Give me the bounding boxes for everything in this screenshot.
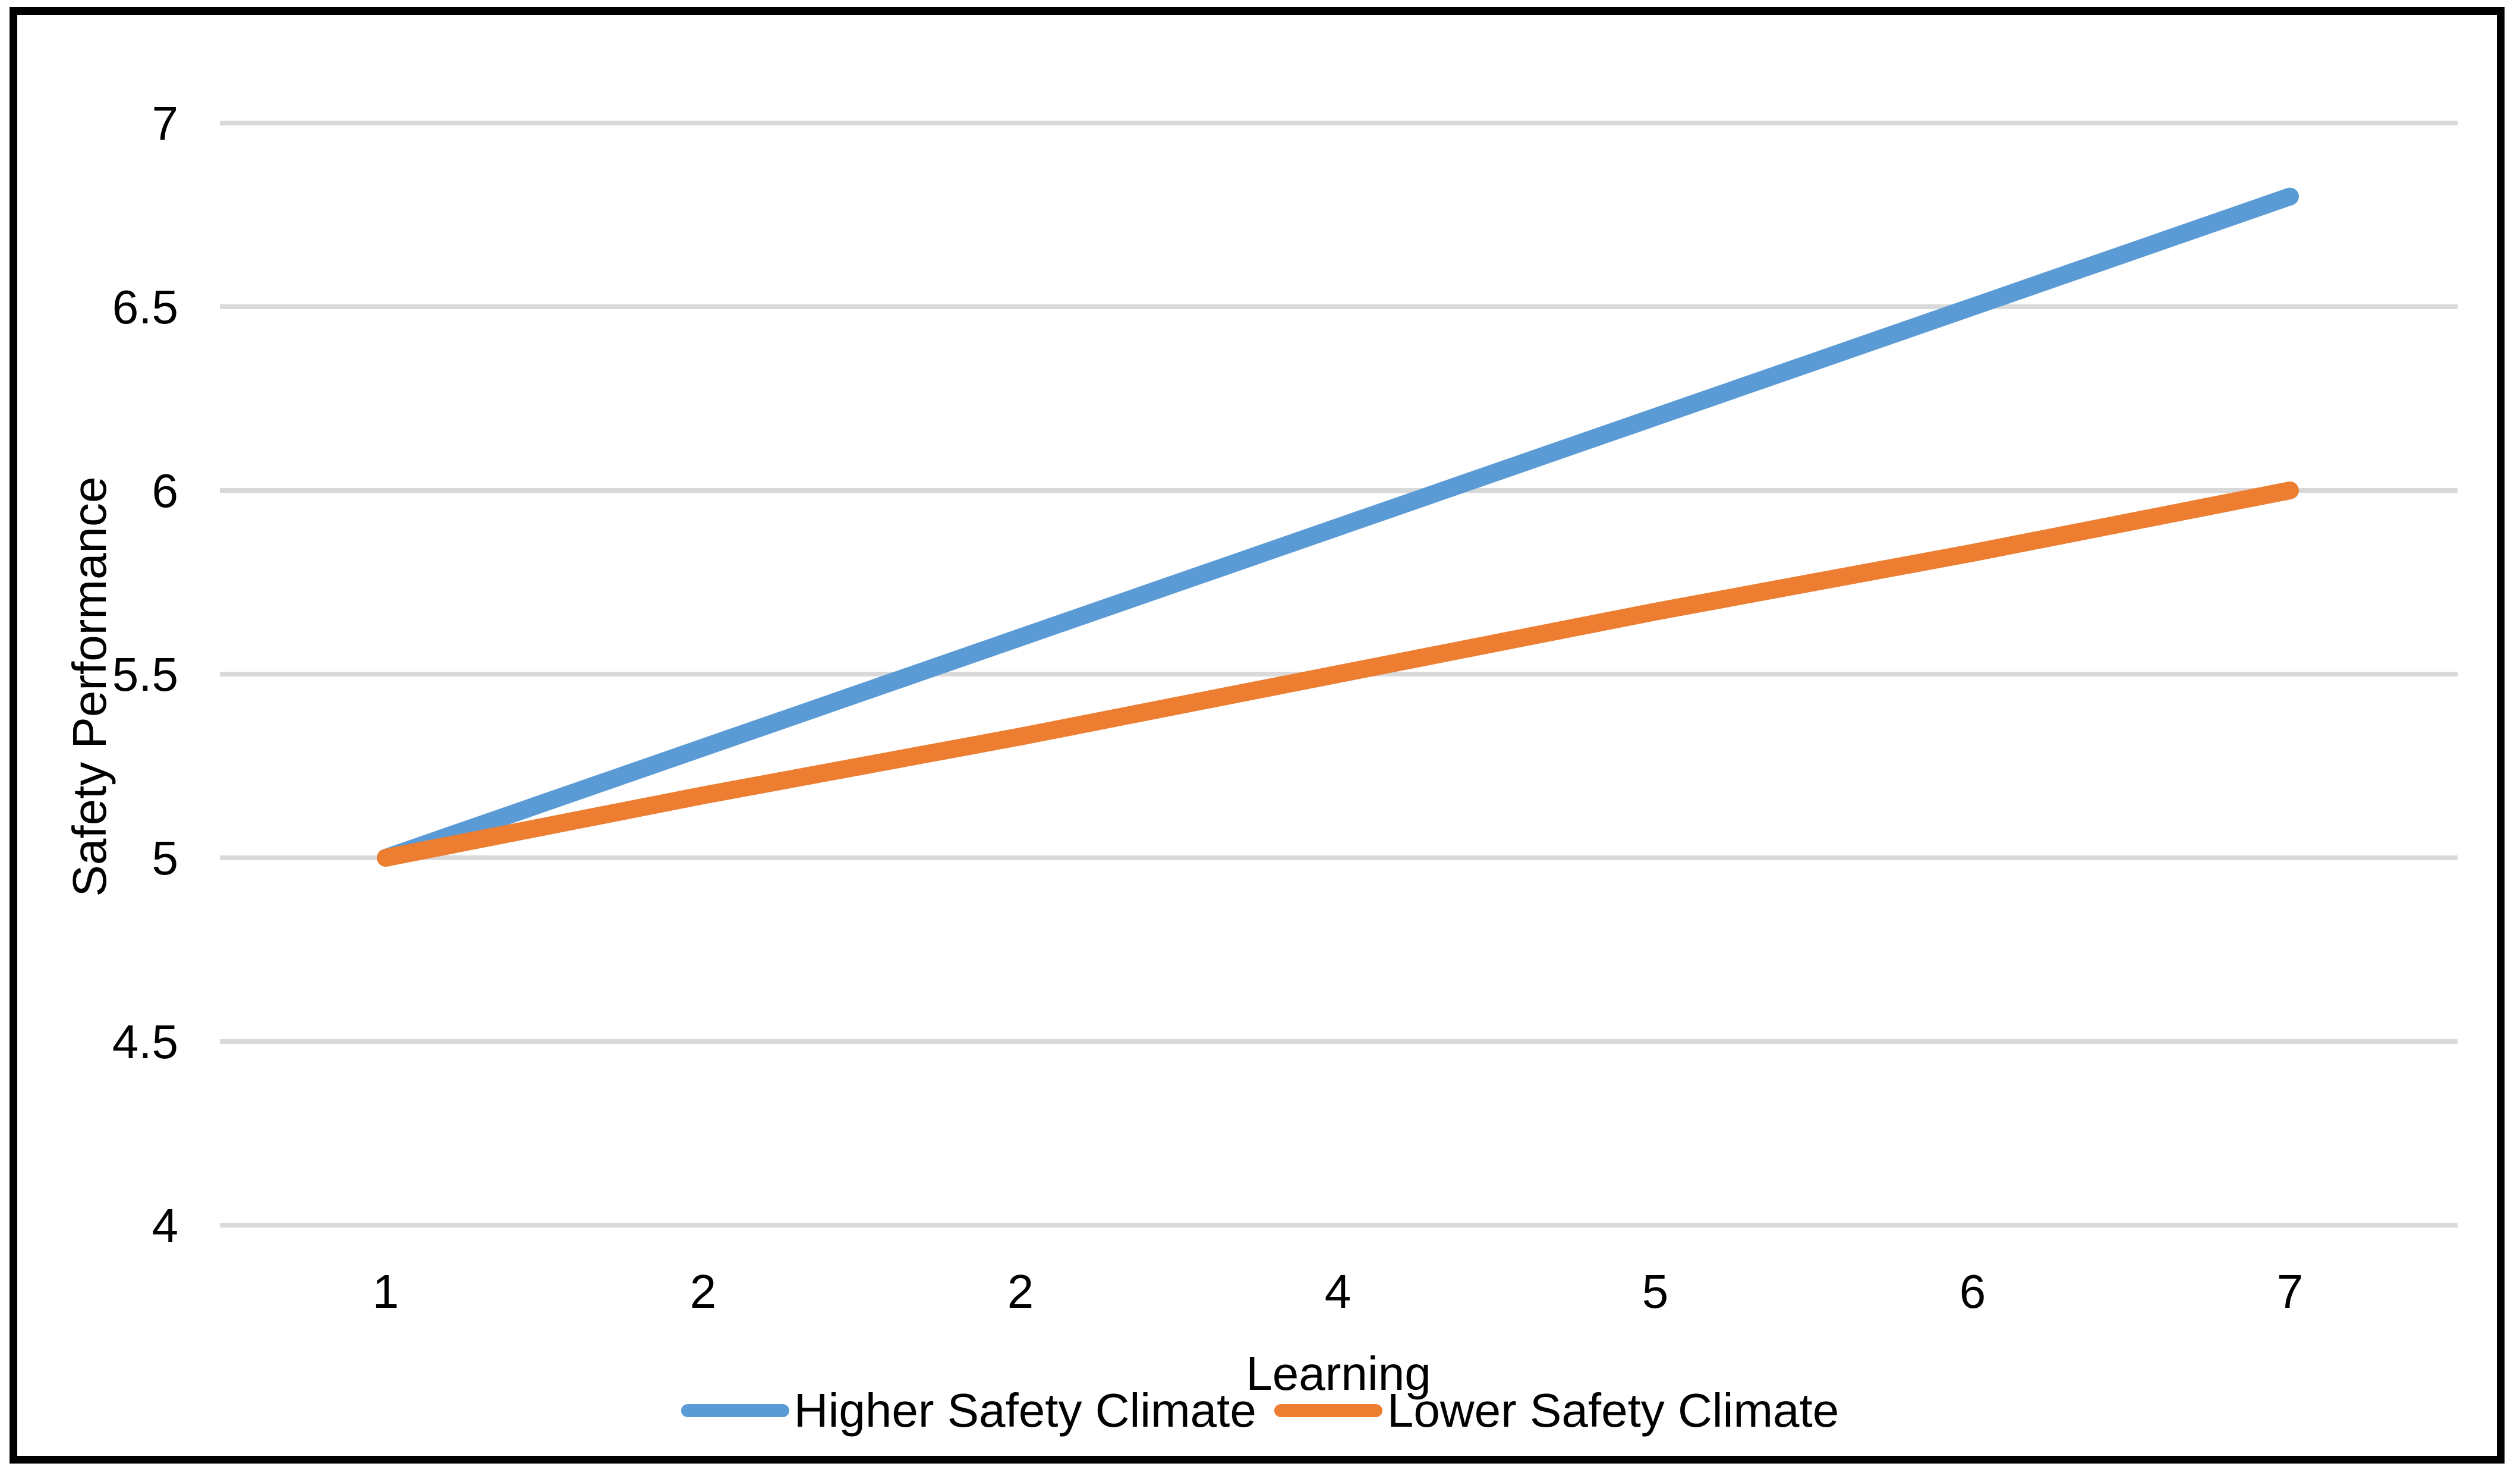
x-tick-label: 4 xyxy=(1325,1265,1352,1318)
x-tick-label: 7 xyxy=(2277,1265,2304,1318)
x-tick-label: 1 xyxy=(373,1265,399,1318)
x-tick-label: 6 xyxy=(1960,1265,1986,1318)
x-axis-title: Learning xyxy=(1246,1347,1431,1400)
legend-item-higher-safety-climate: Higher Safety Climate xyxy=(681,1384,1256,1437)
x-tick-label: 2 xyxy=(690,1265,717,1318)
y-tick-label: 6 xyxy=(152,464,179,517)
series-line-higher-safety-climate xyxy=(377,187,2299,867)
legend-item-lower-safety-climate: Lower Safety Climate xyxy=(1274,1384,1839,1437)
y-tick-label: 6.5 xyxy=(112,281,178,333)
x-tick-label: 5 xyxy=(1642,1265,1669,1318)
y-tick-label: 4 xyxy=(152,1199,179,1252)
y-axis-tick-labels: 7 6.5 6 5.5 5 4.5 4 xyxy=(112,97,178,1252)
y-tick-label: 4.5 xyxy=(112,1015,178,1068)
y-tick-label: 5.5 xyxy=(112,648,178,701)
x-axis-tick-labels: 1 2 2 4 5 6 7 xyxy=(373,1265,2304,1318)
y-tick-label: 7 xyxy=(152,97,179,150)
legend-swatch xyxy=(681,1404,789,1417)
series-lines-group xyxy=(377,187,2299,867)
chart-outer-border xyxy=(10,7,2505,1464)
legend-item-label: Higher Safety Climate xyxy=(793,1384,1256,1437)
y-tick-label: 5 xyxy=(152,832,179,885)
legend-swatch xyxy=(1274,1404,1382,1417)
legend-item-label: Lower Safety Climate xyxy=(1387,1384,1839,1437)
legend: Higher Safety Climate Lower Safety Climat… xyxy=(0,1378,2520,1443)
x-tick-label: 2 xyxy=(1007,1265,1034,1318)
series-line-lower-safety-climate xyxy=(377,482,2299,867)
y-axis-title: Safety Performance xyxy=(63,477,116,897)
